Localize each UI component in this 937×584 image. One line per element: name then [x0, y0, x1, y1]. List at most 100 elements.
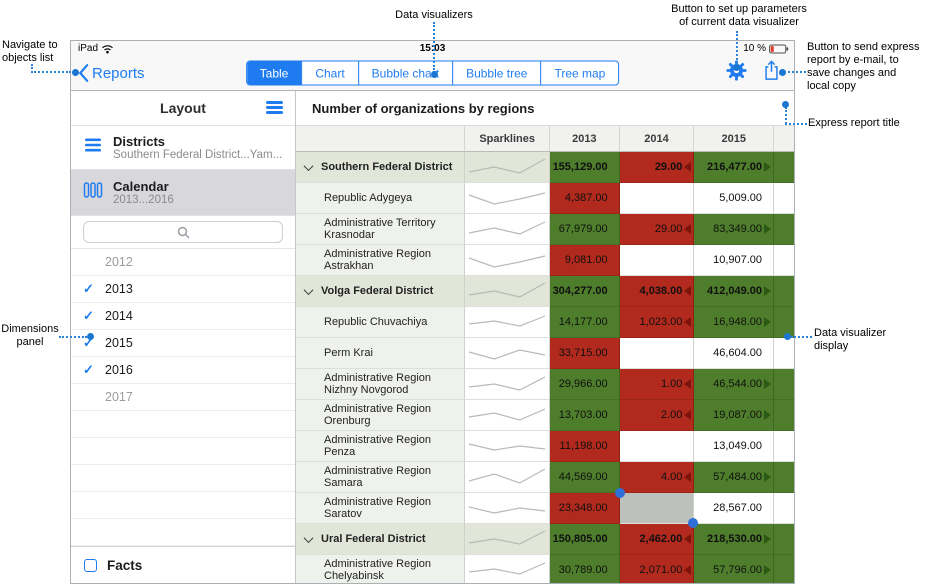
value-cell-partial[interactable]: [774, 276, 794, 307]
value-cell-partial[interactable]: [774, 400, 794, 431]
tab-table[interactable]: Table: [246, 61, 302, 85]
value-cell-2014[interactable]: [619, 183, 695, 214]
region-name-cell[interactable]: Administrative Region Saratov: [296, 493, 466, 524]
value-cell-partial[interactable]: [774, 462, 794, 493]
value-cell-2013[interactable]: 30,789.00: [549, 555, 620, 583]
value-cell-2013[interactable]: 150,805.00: [549, 524, 620, 555]
value-cell-2013[interactable]: 9,081.00: [549, 245, 620, 276]
dimension-item-calendar[interactable]: Calendar 2013...2016: [71, 170, 295, 216]
value-cell-2014[interactable]: 1.00: [619, 369, 695, 400]
tab-chart[interactable]: Chart: [301, 61, 357, 85]
value-cell-2014[interactable]: 2,462.00: [619, 524, 695, 555]
table-row[interactable]: Administrative Region Astrakhan 9,081.00 1…: [296, 245, 794, 276]
region-name-cell[interactable]: Volga Federal District: [296, 276, 466, 307]
table-row[interactable]: Administrative Region Saratov 23,348.00 28…: [296, 488, 794, 528]
table-row[interactable]: Republic Adygeya 4,387.00 5,009.00: [296, 183, 794, 214]
value-cell-2013[interactable]: 11,198.00: [549, 431, 620, 462]
region-name-cell[interactable]: Administrative Territory Krasnodar: [296, 214, 466, 245]
value-cell-2014[interactable]: 29.00: [619, 214, 695, 245]
value-cell-2013[interactable]: 67,979.00: [549, 214, 620, 245]
value-cell-partial[interactable]: [774, 152, 794, 183]
region-name-cell[interactable]: Republic Adygeya: [296, 183, 466, 214]
table-row[interactable]: Administrative Region Nizhny Novgorod 29,…: [296, 369, 794, 400]
year-item-2016[interactable]: ✓ 2016: [71, 357, 295, 384]
year-item-2014[interactable]: ✓ 2014: [71, 303, 295, 330]
value-cell-2015[interactable]: 46,604.00: [694, 338, 775, 369]
value-cell-2014[interactable]: 2.00: [619, 400, 695, 431]
value-cell-2014[interactable]: 4.00: [619, 462, 695, 493]
value-cell-2013[interactable]: 23,348.00: [549, 493, 620, 524]
region-name-cell[interactable]: Perm Krai: [296, 338, 466, 369]
year-item-2012[interactable]: 2012: [71, 249, 295, 276]
value-cell-2013[interactable]: 155,129.00: [549, 152, 620, 183]
chevron-down-icon[interactable]: [303, 160, 314, 171]
value-cell-2015[interactable]: 46,544.00: [694, 369, 775, 400]
value-cell-2014[interactable]: [619, 338, 695, 369]
value-cell-2013[interactable]: 304,277.00: [549, 276, 620, 307]
column-header-2014[interactable]: 2014: [620, 126, 695, 151]
table-row[interactable]: Administrative Region Orenburg 13,703.00 2…: [296, 400, 794, 431]
year-item-2017[interactable]: 2017: [71, 384, 295, 411]
chevron-down-icon[interactable]: [303, 284, 314, 295]
value-cell-2015[interactable]: 19,087.00: [694, 400, 775, 431]
value-cell-2013[interactable]: 29,966.00: [549, 369, 620, 400]
value-cell-2015[interactable]: 10,907.00: [694, 245, 775, 276]
chevron-down-icon[interactable]: [303, 532, 314, 543]
region-name-cell[interactable]: Administrative Region Nizhny Novgorod: [296, 369, 466, 400]
year-item-2013[interactable]: ✓ 2013: [71, 276, 295, 303]
table-row[interactable]: Perm Krai 33,715.00 46,604.00: [296, 338, 794, 369]
value-cell-2015[interactable]: 28,567.00: [694, 493, 775, 524]
region-name-cell[interactable]: Administrative Region Orenburg: [296, 400, 466, 431]
group-row[interactable]: Southern Federal District 155,129.00 29.00…: [296, 152, 794, 183]
group-row[interactable]: Volga Federal District 304,277.00 4,038.00…: [296, 276, 794, 307]
value-cell-partial[interactable]: [774, 555, 794, 583]
table-row[interactable]: Administrative Territory Krasnodar 67,979…: [296, 214, 794, 245]
value-cell-2015[interactable]: 5,009.00: [694, 183, 775, 214]
value-cell-2015[interactable]: 412,049.00: [694, 276, 775, 307]
value-cell-2013[interactable]: 4,387.00: [549, 183, 620, 214]
table-row[interactable]: Administrative Region Chelyabinsk 30,789.…: [296, 555, 794, 583]
year-item-2015[interactable]: ✓ 2015: [71, 330, 295, 357]
search-input[interactable]: [83, 221, 283, 243]
value-cell-2013[interactable]: 44,569.00: [549, 462, 620, 493]
value-cell-partial[interactable]: [774, 524, 794, 555]
tab-bubble-chart[interactable]: Bubble chart: [357, 61, 452, 85]
value-cell-2015[interactable]: 57,484.00: [694, 462, 775, 493]
selection-handle[interactable]: [688, 518, 699, 528]
table-row[interactable]: Administrative Region Penza 11,198.00 13,0…: [296, 431, 794, 462]
value-cell-2015[interactable]: 218,530.00: [694, 524, 775, 555]
value-cell-2015[interactable]: 13,049.00: [694, 431, 775, 462]
value-cell-2015[interactable]: 16,948.00: [694, 307, 775, 338]
selection-handle[interactable]: [614, 488, 625, 498]
value-cell-partial[interactable]: [774, 493, 794, 524]
value-cell-partial[interactable]: [774, 369, 794, 400]
region-name-cell[interactable]: Administrative Region Astrakhan: [296, 245, 466, 276]
tab-tree-map[interactable]: Tree map: [540, 61, 618, 85]
value-cell-2013[interactable]: 33,715.00: [549, 338, 620, 369]
group-row[interactable]: Ural Federal District 150,805.00 2,462.00 2…: [296, 524, 794, 555]
value-cell-partial[interactable]: [774, 431, 794, 462]
column-header-2013[interactable]: 2013: [550, 126, 620, 151]
value-cell-partial[interactable]: [774, 183, 794, 214]
column-header-sparklines[interactable]: Sparklines: [465, 126, 550, 151]
value-cell-2014[interactable]: 1,023.00: [619, 307, 695, 338]
value-cell-2014[interactable]: [614, 488, 699, 528]
back-button[interactable]: Reports: [78, 63, 145, 83]
value-cell-2014[interactable]: [619, 431, 695, 462]
value-cell-2015[interactable]: 57,796.00: [694, 555, 775, 583]
menu-icon[interactable]: [266, 99, 283, 116]
value-cell-2014[interactable]: 29.00: [619, 152, 695, 183]
region-name-cell[interactable]: Republic Chuvachiya: [296, 307, 466, 338]
value-cell-2014[interactable]: [619, 245, 695, 276]
dimension-item-districts[interactable]: Districts Southern Federal District...Ya…: [71, 126, 295, 170]
value-cell-2013[interactable]: 14,177.00: [549, 307, 620, 338]
value-cell-2015[interactable]: 83,349.00: [694, 214, 775, 245]
value-cell-2014[interactable]: 4,038.00: [619, 276, 695, 307]
facts-item[interactable]: Facts: [71, 546, 295, 584]
tab-bubble-tree[interactable]: Bubble tree: [452, 61, 540, 85]
region-name-cell[interactable]: Administrative Region Samara: [296, 462, 466, 493]
region-name-cell[interactable]: Ural Federal District: [296, 524, 466, 555]
table-row[interactable]: Republic Chuvachiya 14,177.00 1,023.00 16,9…: [296, 307, 794, 338]
value-cell-partial[interactable]: [774, 214, 794, 245]
column-header-2015[interactable]: 2015: [694, 126, 775, 151]
